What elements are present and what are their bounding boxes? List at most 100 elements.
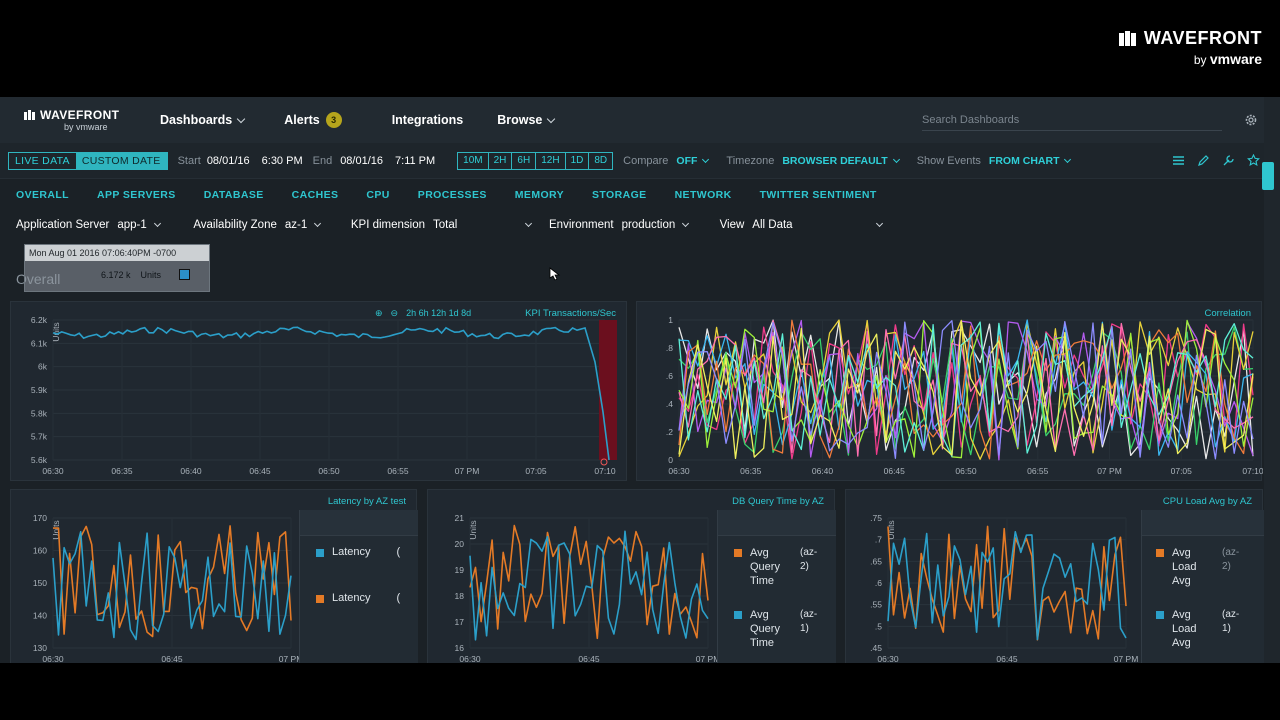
start-date[interactable]: 08/01/16 bbox=[206, 154, 250, 167]
tab-processes[interactable]: PROCESSES bbox=[417, 189, 487, 201]
app-server-select[interactable]: app-1 bbox=[117, 219, 175, 231]
chevron-down-icon bbox=[314, 219, 322, 228]
range-8d[interactable]: 8D bbox=[594, 154, 608, 166]
timezone-label: Timezone bbox=[726, 154, 775, 167]
data-mode-toggle: LIVE DATA CUSTOM DATE bbox=[8, 151, 168, 170]
tab-app-servers[interactable]: APP SERVERS bbox=[96, 189, 176, 201]
y-tick-label: .2 bbox=[666, 427, 673, 437]
legend-item[interactable]: Avg Load Avg (az-1) bbox=[1156, 608, 1261, 650]
tab-memory[interactable]: MEMORY bbox=[514, 189, 565, 201]
star-icon[interactable] bbox=[1247, 154, 1260, 167]
start-time[interactable]: 6:30 PM bbox=[261, 154, 303, 167]
end-date[interactable]: 08/01/16 bbox=[340, 154, 384, 167]
dashboard-app: WAVEFRONT by vmware Dashboards Alerts 3 I… bbox=[0, 97, 1280, 663]
x-tick-label: 06:35 bbox=[740, 466, 762, 476]
x-tick-label: 06:30 bbox=[42, 654, 64, 663]
az-select[interactable]: az-1 bbox=[285, 219, 333, 231]
series-line-orange bbox=[887, 525, 1127, 641]
legend-item[interactable]: Avg Query Time (az-1) bbox=[734, 608, 834, 650]
correlation-chart-panel[interactable]: Correlation 1 .8 .6 .4 .2 0 06:30 06:35 06:40 06:… bbox=[636, 301, 1263, 481]
kpi-chart-panel[interactable]: ⊕ ⊖ 2h 6h 12h 1d 8d KPI Transactions/Sec… bbox=[10, 301, 627, 481]
series-line-blue bbox=[52, 530, 292, 641]
unit-label: Units bbox=[51, 520, 61, 539]
zoom-out-icon[interactable]: ⊖ bbox=[390, 308, 399, 318]
alert-marker bbox=[600, 458, 608, 466]
range-12h[interactable]: 12H bbox=[536, 152, 566, 169]
app-brand[interactable]: WAVEFRONT by vmware bbox=[24, 108, 136, 132]
kpi-range-links[interactable]: 2h 6h 12h 1d 8d bbox=[406, 308, 472, 318]
x-tick-label: 06:50 bbox=[318, 466, 340, 476]
x-tick-label: 06:30 bbox=[668, 466, 690, 476]
custom-date-button[interactable]: CUSTOM DATE bbox=[75, 152, 167, 169]
mouse-cursor-icon bbox=[549, 267, 561, 281]
correlation-series-line bbox=[678, 326, 1254, 456]
x-tick-label: 06:30 bbox=[877, 654, 899, 663]
range-10m[interactable]: 10M bbox=[458, 152, 489, 169]
unit-label: Units bbox=[51, 322, 61, 341]
latency-chart-panel[interactable]: Latency by AZ test 170 160 150 140 130 06:30 0… bbox=[10, 489, 418, 663]
y-tick-label: 5.9k bbox=[31, 385, 48, 395]
y-tick-label: 6k bbox=[38, 362, 48, 372]
tab-overall[interactable]: OVERALL bbox=[16, 189, 69, 201]
y-tick-label: 150 bbox=[33, 578, 47, 588]
legend-swatch bbox=[1156, 549, 1164, 557]
db-query-chart-title: DB Query Time by AZ bbox=[732, 496, 824, 507]
brand-watermark: WAVEFRONT by vmware bbox=[1118, 28, 1262, 67]
watermark-sub: by vmware bbox=[1193, 51, 1262, 67]
y-tick-label: .7 bbox=[875, 535, 882, 545]
wrench-icon[interactable] bbox=[1222, 154, 1235, 167]
list-icon[interactable] bbox=[1172, 154, 1185, 167]
tab-twitter-sentiment[interactable]: TWITTER SENTIMENT bbox=[759, 189, 877, 201]
brand-sub: by vmware bbox=[64, 122, 108, 132]
end-time[interactable]: 7:11 PM bbox=[395, 154, 436, 167]
db-query-chart-panel[interactable]: DB Query Time by AZ 21 20 19 18 17 16 06:30 06:… bbox=[427, 489, 836, 663]
tab-storage[interactable]: STORAGE bbox=[592, 189, 647, 201]
side-panel-toggle[interactable] bbox=[1262, 162, 1274, 190]
range-2h[interactable]: 2H bbox=[489, 152, 513, 169]
nav-dashboards[interactable]: Dashboards bbox=[160, 113, 246, 127]
y-tick-label: 170 bbox=[33, 513, 47, 523]
range-6h[interactable]: 6H bbox=[512, 152, 537, 169]
legend-item[interactable]: Latency( bbox=[316, 592, 400, 604]
kpi-chart-title: KPI Transactions/Sec bbox=[525, 308, 616, 319]
nav-integrations[interactable]: Integrations bbox=[391, 113, 464, 127]
search-input[interactable] bbox=[922, 113, 1202, 126]
gear-icon[interactable] bbox=[1244, 113, 1258, 127]
zoom-in-icon[interactable]: ⊕ bbox=[375, 308, 383, 318]
nav-browse[interactable]: Browse bbox=[497, 113, 556, 127]
range-1d[interactable]: 1D bbox=[566, 152, 590, 169]
tab-network[interactable]: NETWORK bbox=[674, 189, 732, 201]
view-select[interactable]: All Data bbox=[752, 219, 884, 231]
nav-alerts[interactable]: Alerts 3 bbox=[284, 112, 342, 128]
edit-icon[interactable] bbox=[1197, 154, 1210, 167]
tab-database[interactable]: DATABASE bbox=[203, 189, 264, 201]
x-tick-label: 06:45 bbox=[996, 654, 1018, 663]
tab-cpu[interactable]: CPU bbox=[366, 189, 390, 201]
events-select[interactable]: FROM CHART bbox=[989, 155, 1072, 167]
x-tick-label: 06:50 bbox=[955, 466, 977, 476]
chevron-down-icon bbox=[876, 219, 884, 228]
live-data-button[interactable]: LIVE DATA bbox=[15, 154, 70, 167]
kpi-select[interactable]: Total bbox=[433, 219, 533, 231]
compare-select[interactable]: OFF bbox=[676, 155, 710, 167]
legend-item[interactable]: Avg Load Avg (az-2) bbox=[1156, 546, 1261, 588]
correlation-series-line bbox=[678, 319, 1254, 460]
correlation-chart-svg: 1 .8 .6 .4 .2 006:30 06:35 06:40 06:45 06:50 06:55… bbox=[666, 315, 1263, 476]
timezone-select[interactable]: BROWSER DEFAULT bbox=[782, 155, 900, 167]
tab-caches[interactable]: CACHES bbox=[291, 189, 339, 201]
legend-item[interactable]: Avg Query Time (az-2) bbox=[734, 546, 834, 588]
cpu-load-chart-panel[interactable]: CPU Load Avg by AZ .75.7.65.6.55.5.45 06:… bbox=[845, 489, 1264, 663]
x-tick-label: 07:10 bbox=[594, 466, 616, 476]
chevron-down-icon bbox=[524, 219, 533, 228]
environment-select[interactable]: production bbox=[622, 219, 702, 231]
correlation-series-line bbox=[678, 319, 1254, 459]
y-tick-label: 19 bbox=[455, 565, 465, 575]
series-line-blue bbox=[469, 530, 709, 641]
legend-item[interactable]: Latency( bbox=[316, 546, 400, 558]
y-tick-label: .65 bbox=[870, 556, 882, 566]
tooltip-time: Mon Aug 01 2016 07:06:40PM -0700 bbox=[25, 245, 209, 261]
wavefront-logo-icon bbox=[24, 110, 35, 120]
correlation-series-line bbox=[678, 320, 1254, 460]
filter-label-app-server: Application Server bbox=[16, 219, 110, 231]
